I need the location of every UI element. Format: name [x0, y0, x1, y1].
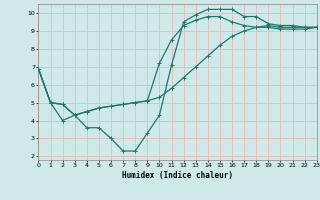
X-axis label: Humidex (Indice chaleur): Humidex (Indice chaleur)	[122, 171, 233, 180]
